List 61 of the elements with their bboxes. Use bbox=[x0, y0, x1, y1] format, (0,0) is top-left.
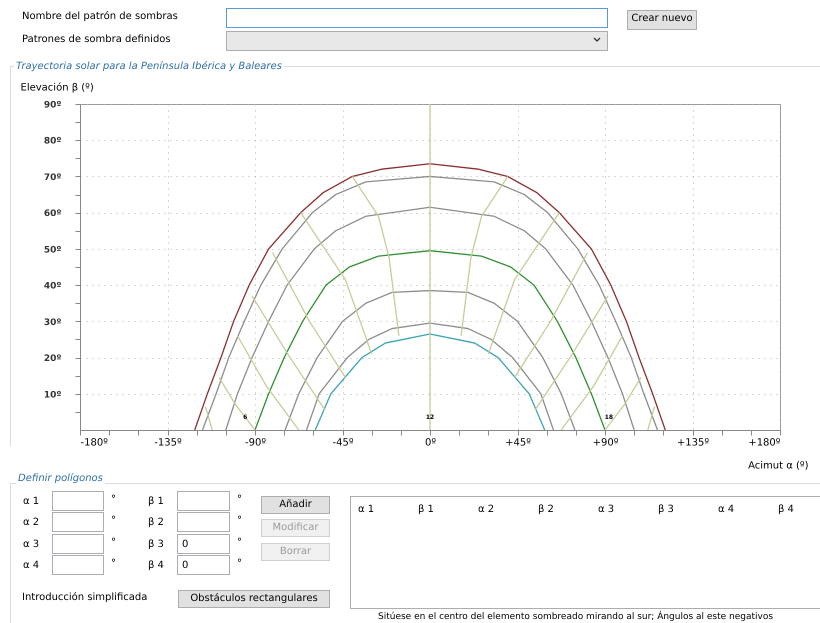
text: Nombre del patrón de sombras bbox=[22, 11, 178, 23]
text: α 2 bbox=[478, 504, 494, 516]
text: α 1 bbox=[23, 496, 40, 508]
y-tick-label: 70º bbox=[44, 172, 62, 183]
y-tick-label: 90º bbox=[44, 100, 62, 110]
text: β 1 bbox=[418, 504, 434, 516]
text: Introducción simplificada bbox=[22, 592, 148, 604]
text: ° bbox=[237, 558, 242, 570]
text: 0 bbox=[182, 560, 188, 572]
text: β 1 bbox=[148, 496, 164, 508]
text: ° bbox=[111, 515, 116, 527]
text: Sitúese en el centro del elemento sombreado mirando al sur; Ángulos al este negativos bbox=[378, 611, 774, 623]
text: α 4 bbox=[23, 560, 40, 572]
text: β 4 bbox=[148, 560, 164, 572]
text: α 3 bbox=[598, 504, 614, 516]
text: β 2 bbox=[538, 504, 554, 516]
y-tick-label: 80º bbox=[44, 136, 62, 147]
y-tick-label: 50º bbox=[44, 245, 62, 256]
text: Definir polígonos bbox=[16, 473, 105, 485]
x-tick-label: 0º bbox=[424, 438, 436, 448]
text: α 2 bbox=[23, 517, 40, 529]
x-tick-label: -135º bbox=[154, 438, 182, 448]
line-series bbox=[314, 333, 546, 430]
x-axis-title: Acimut α (º) bbox=[748, 460, 809, 472]
text: β 3 bbox=[658, 504, 674, 516]
y-axis-title: Elevación β (º) bbox=[20, 82, 94, 94]
text: β 2 bbox=[148, 517, 164, 529]
line-series bbox=[254, 250, 606, 430]
x-tick-label: +90º bbox=[592, 438, 619, 448]
text: ° bbox=[111, 494, 116, 506]
y-tick-label: 30º bbox=[44, 318, 62, 328]
x-tick-label: +45º bbox=[505, 438, 532, 448]
text: α 3 bbox=[23, 539, 40, 551]
text: Patrones de sombra definidos bbox=[22, 34, 171, 46]
line-series bbox=[352, 176, 400, 336]
text: β 3 bbox=[148, 539, 164, 551]
button: Modificar bbox=[261, 519, 330, 537]
chart-title: Trayectoria solar para la Península Ibérica y Baleares bbox=[14, 61, 284, 73]
x-tick-label: +180º bbox=[748, 438, 781, 448]
text: ° bbox=[111, 558, 116, 570]
y-tick-label: 60º bbox=[44, 209, 62, 220]
text: 0 bbox=[182, 539, 188, 551]
button: Obstáculos rectangulares bbox=[178, 590, 330, 608]
text: α 1 bbox=[358, 504, 374, 516]
x-tick-label: +135º bbox=[676, 438, 710, 448]
text: ° bbox=[237, 537, 242, 549]
text: β 4 bbox=[778, 504, 794, 516]
button: Añadir bbox=[261, 496, 330, 514]
line-series bbox=[460, 176, 508, 336]
x-tick-label: -90º bbox=[244, 438, 266, 448]
text: α 4 bbox=[718, 504, 734, 516]
text: ° bbox=[111, 537, 116, 549]
x-tick-label: -45º bbox=[332, 438, 354, 448]
y-tick-label: 20º bbox=[44, 354, 62, 364]
x-tick-label: -180º bbox=[80, 438, 108, 448]
text: ° bbox=[237, 515, 242, 527]
y-tick-label: 40º bbox=[44, 282, 62, 292]
text: ° bbox=[237, 494, 242, 506]
y-tick-label: 10º bbox=[44, 390, 62, 400]
button: Crear nuevo bbox=[627, 10, 697, 30]
button: Borrar bbox=[261, 543, 330, 561]
